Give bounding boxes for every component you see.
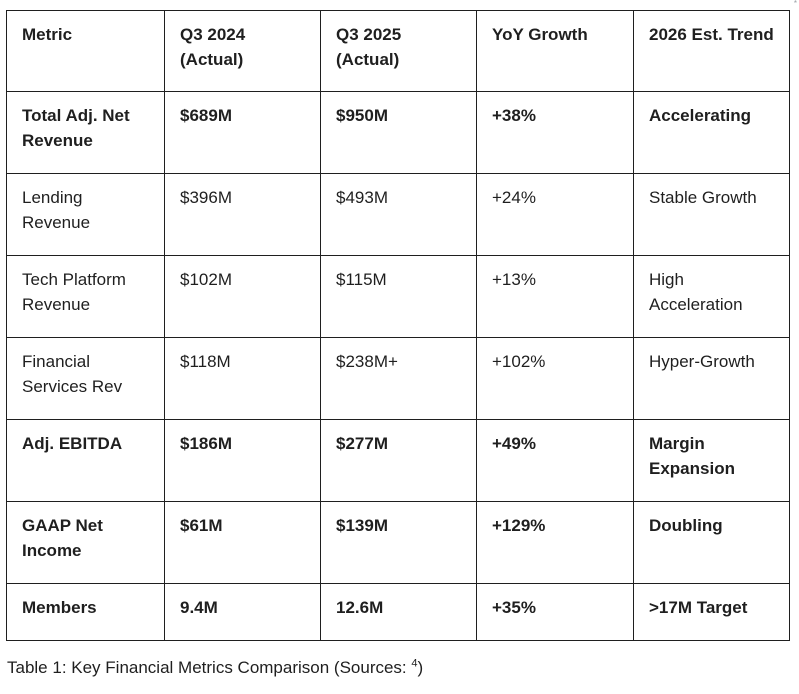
table-row: Adj. EBITDA $186M $277M +49% Margin Expa… bbox=[6, 419, 790, 502]
cell-2026-trend: High Acceleration bbox=[633, 255, 790, 338]
cell-2026-trend: Accelerating bbox=[633, 91, 790, 174]
cell-q3-2024: $118M bbox=[164, 337, 321, 420]
cell-q3-2025: $950M bbox=[320, 91, 477, 174]
cell-2026-trend: Margin Expansion bbox=[633, 419, 790, 502]
caption-text: Table 1: Key Financial Metrics Compariso… bbox=[7, 658, 412, 677]
cell-yoy-growth: +102% bbox=[476, 337, 634, 420]
cell-metric: Total Adj. Net Revenue bbox=[6, 91, 165, 174]
cell-q3-2024: $102M bbox=[164, 255, 321, 338]
table-row: GAAP Net Income $61M $139M +129% Doublin… bbox=[6, 501, 790, 584]
corner-mark: * bbox=[793, 0, 797, 8]
cell-yoy-growth: +38% bbox=[476, 91, 634, 174]
cell-metric: GAAP Net Income bbox=[6, 501, 165, 584]
cell-metric: Financial Services Rev bbox=[6, 337, 165, 420]
cell-q3-2025: $238M+ bbox=[320, 337, 477, 420]
cell-2026-trend: >17M Target bbox=[633, 583, 790, 641]
table-header-row: Metric Q3 2024 (Actual) Q3 2025 (Actual)… bbox=[6, 10, 790, 92]
cell-q3-2024: $61M bbox=[164, 501, 321, 584]
cell-metric: Members bbox=[6, 583, 165, 641]
header-yoy-growth: YoY Growth bbox=[476, 10, 634, 92]
table-row: Lending Revenue $396M $493M +24% Stable … bbox=[6, 173, 790, 256]
cell-yoy-growth: +49% bbox=[476, 419, 634, 502]
cell-2026-trend: Stable Growth bbox=[633, 173, 790, 256]
cell-metric: Tech Platform Revenue bbox=[6, 255, 165, 338]
cell-q3-2024: $396M bbox=[164, 173, 321, 256]
header-q3-2024: Q3 2024 (Actual) bbox=[164, 10, 321, 92]
cell-2026-trend: Hyper-Growth bbox=[633, 337, 790, 420]
cell-q3-2025: $139M bbox=[320, 501, 477, 584]
cell-yoy-growth: +24% bbox=[476, 173, 634, 256]
cell-q3-2025: $277M bbox=[320, 419, 477, 502]
table-row: Financial Services Rev $118M $238M+ +102… bbox=[6, 337, 790, 420]
cell-yoy-growth: +35% bbox=[476, 583, 634, 641]
financial-metrics-table: Metric Q3 2024 (Actual) Q3 2025 (Actual)… bbox=[6, 10, 790, 641]
cell-q3-2024: 9.4M bbox=[164, 583, 321, 641]
cell-q3-2025: 12.6M bbox=[320, 583, 477, 641]
cell-metric: Adj. EBITDA bbox=[6, 419, 165, 502]
cell-metric: Lending Revenue bbox=[6, 173, 165, 256]
table-caption: Table 1: Key Financial Metrics Compariso… bbox=[7, 656, 423, 680]
caption-closing: ) bbox=[417, 658, 424, 677]
source-reference[interactable]: 4 bbox=[411, 657, 418, 670]
cell-yoy-growth: +13% bbox=[476, 255, 634, 338]
cell-q3-2025: $493M bbox=[320, 173, 477, 256]
cell-q3-2025: $115M bbox=[320, 255, 477, 338]
cell-yoy-growth: +129% bbox=[476, 501, 634, 584]
header-metric: Metric bbox=[6, 10, 165, 92]
table-row: Members 9.4M 12.6M +35% >17M Target bbox=[6, 583, 790, 641]
cell-2026-trend: Doubling bbox=[633, 501, 790, 584]
header-2026-trend: 2026 Est. Trend bbox=[633, 10, 790, 92]
cell-q3-2024: $186M bbox=[164, 419, 321, 502]
cell-q3-2024: $689M bbox=[164, 91, 321, 174]
table-row: Total Adj. Net Revenue $689M $950M +38% … bbox=[6, 91, 790, 174]
header-q3-2025: Q3 2025 (Actual) bbox=[320, 10, 477, 92]
table-row: Tech Platform Revenue $102M $115M +13% H… bbox=[6, 255, 790, 338]
